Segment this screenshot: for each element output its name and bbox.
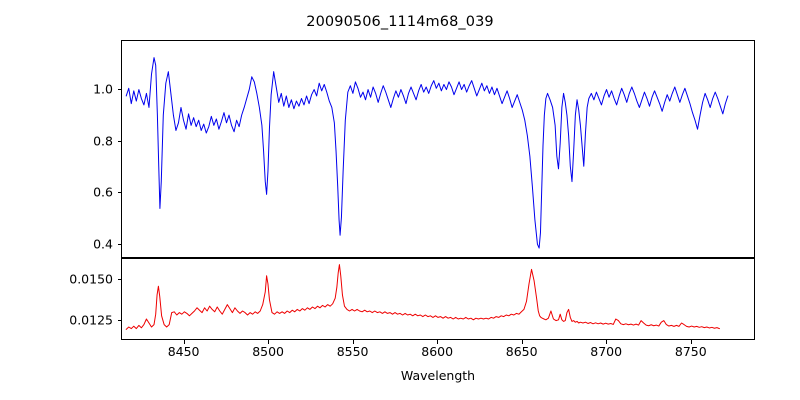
figure-title: 20090506_1114m68_039 — [306, 14, 494, 30]
y-tick-label: 0.4 — [93, 236, 113, 252]
error-plot-area — [122, 259, 754, 339]
x-tick-mark — [352, 340, 354, 344]
y-tick-label: 0.6 — [93, 184, 113, 200]
spectrum-axes — [121, 40, 755, 258]
y-tick-mark — [117, 243, 121, 245]
x-tick-label: 8450 — [167, 344, 200, 359]
y-tick-label: 0.8 — [93, 133, 113, 149]
x-tick-mark — [437, 340, 439, 344]
x-tick-mark — [521, 340, 523, 344]
error-line — [126, 265, 719, 330]
x-tick-mark — [606, 340, 608, 344]
x-axis-label: Wavelength — [400, 368, 476, 383]
y-tick-mark — [117, 89, 121, 91]
x-tick-label: 8550 — [336, 344, 369, 359]
x-tick-label: 8600 — [421, 344, 454, 359]
y-tick-mark — [117, 319, 121, 321]
x-tick-mark — [183, 340, 185, 344]
x-tick-mark — [690, 340, 692, 344]
y-tick-mark — [117, 278, 121, 280]
y-tick-mark — [117, 192, 121, 194]
spectrum-line — [126, 58, 728, 248]
x-tick-label: 8500 — [252, 344, 284, 359]
y-tick-mark — [117, 140, 121, 142]
x-tick-mark — [268, 340, 270, 344]
y-tick-label: 0.0150 — [69, 271, 113, 286]
spectrum-plot-area — [122, 41, 754, 257]
x-tick-label: 8750 — [674, 344, 707, 359]
y-tick-label: 0.0125 — [69, 312, 113, 327]
error-axes — [121, 258, 755, 340]
x-tick-label: 8700 — [590, 344, 623, 359]
x-tick-label: 8650 — [505, 344, 538, 359]
y-tick-label: 1.0 — [93, 81, 113, 97]
